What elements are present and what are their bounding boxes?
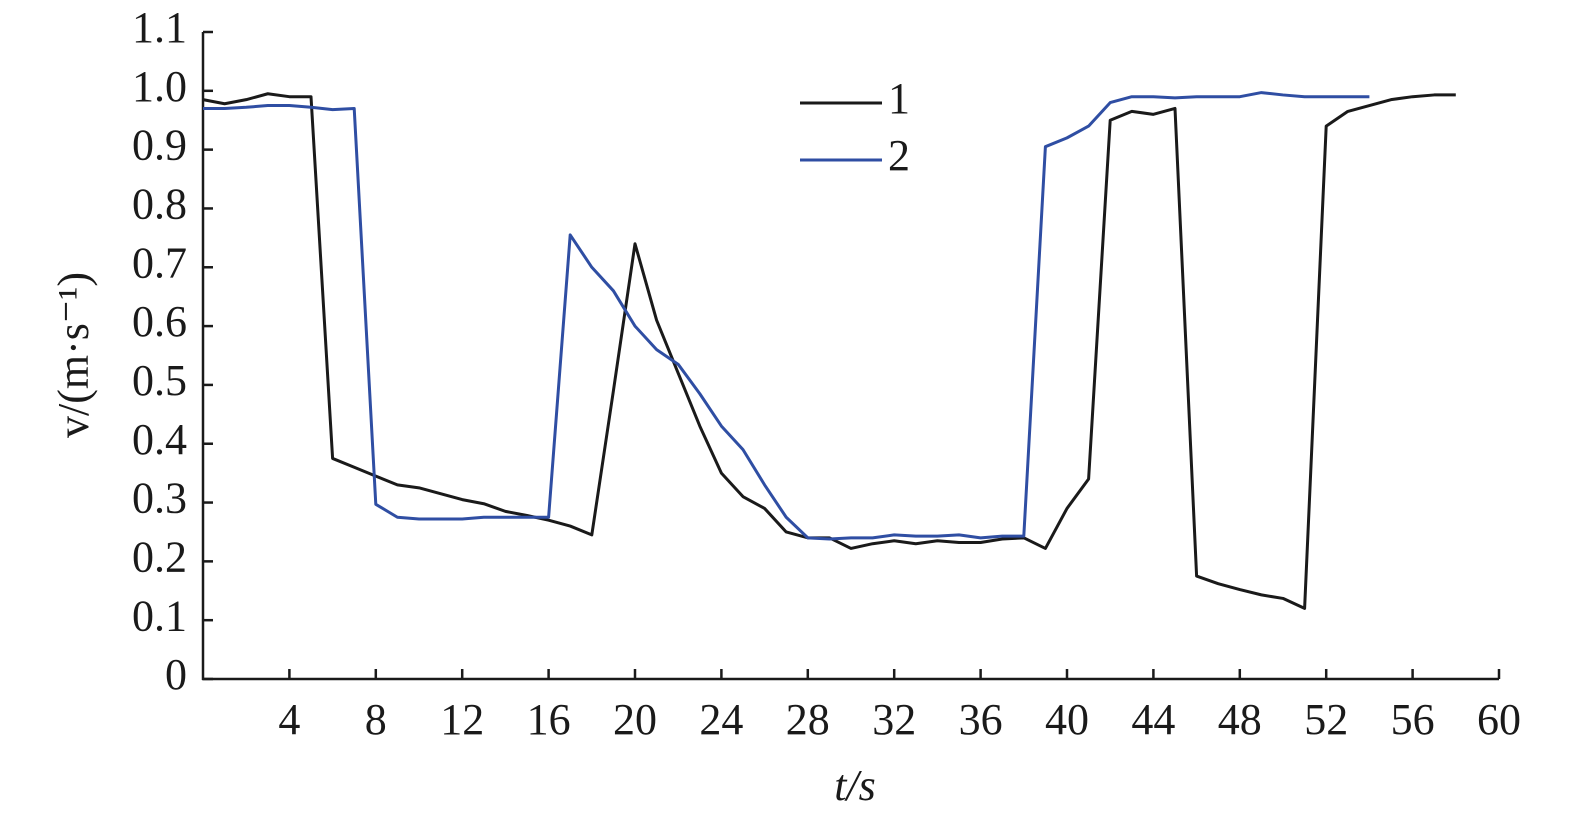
x-tick-label: 48 [1218,695,1262,744]
x-tick-label: 44 [1131,695,1175,744]
x-tick-label: 32 [872,695,916,744]
x-tick-label: 4 [278,695,300,744]
legend-label: 1 [888,74,910,123]
x-tick-label: 40 [1045,695,1089,744]
data-line [203,91,1370,541]
data-line [202,92,1456,610]
y-tick-label: 1.1 [132,3,187,52]
x-tick-label: 12 [440,695,484,744]
legend-label: 2 [888,131,910,180]
y-tick-label: 0.2 [132,532,187,581]
y-tick-label: 0.8 [132,180,187,229]
y-tick-label: 0.7 [132,238,187,287]
y-axis-label: v/(m·s⁻¹) [49,272,98,438]
x-tick-label: 36 [959,695,1003,744]
x-tick-label: 8 [365,695,387,744]
y-tick-label: 0.4 [132,415,187,464]
x-tick-label: 20 [613,695,657,744]
x-axis-label: t/s [834,761,876,810]
x-tick-label: 28 [786,695,830,744]
y-tick-label: 0.6 [132,297,187,346]
y-tick-label: 0.3 [132,474,187,523]
x-tick-label: 60 [1477,695,1521,744]
y-tick-label: 0.5 [132,356,187,405]
x-tick-label: 24 [699,695,743,744]
y-tick-label: 0.1 [132,591,187,640]
y-tick-label: 0.9 [132,121,187,170]
x-tick-label: 52 [1304,695,1348,744]
x-tick-label: 16 [527,695,571,744]
y-tick-label: 1.0 [132,62,187,111]
y-tick-label: 0 [165,650,187,699]
x-tick-label: 56 [1391,695,1435,744]
